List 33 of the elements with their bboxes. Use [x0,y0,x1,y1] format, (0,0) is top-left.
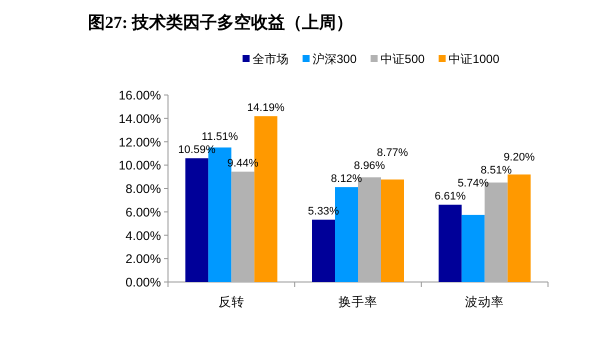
bar [462,214,485,282]
bar [185,158,208,282]
y-tick-label: 12.00% [118,135,161,150]
y-tick-label: 16.00% [118,88,161,102]
y-tick-label: 0.00% [126,276,161,290]
legend-label: 全市场 [252,52,289,66]
bar [312,220,335,282]
legend-label: 中证500 [380,52,425,66]
data-label: 8.96% [354,160,386,172]
bar [438,204,462,282]
x-tick-label: 波动率 [465,294,504,309]
data-label: 8.12% [330,173,362,186]
data-label: 9.20% [504,152,535,164]
data-label: 6.61% [434,190,466,203]
y-tick-label: 8.00% [126,182,161,196]
data-label: 5.74% [458,178,489,190]
bar [231,172,254,282]
chart-title: 图27: 技术类因子多空收益（上周） [88,13,353,32]
y-tick-label: 4.00% [126,228,161,243]
x-tick-label: 反转 [218,295,244,309]
y-tick-label: 10.00% [118,158,161,173]
data-label: 14.19% [247,102,285,114]
y-tick-label: 6.00% [126,205,161,220]
data-label: 8.51% [480,164,512,177]
x-tick-label: 换手率 [338,294,378,309]
y-tick-label: 14.00% [118,112,161,126]
bar [381,180,404,282]
legend-label: 沪深300 [312,52,357,66]
y-tick-label: 2.00% [126,252,161,266]
data-label: 8.77% [376,147,408,160]
legend-label: 中证1000 [448,52,500,66]
bar [508,174,531,282]
data-label: 11.51% [202,131,238,144]
